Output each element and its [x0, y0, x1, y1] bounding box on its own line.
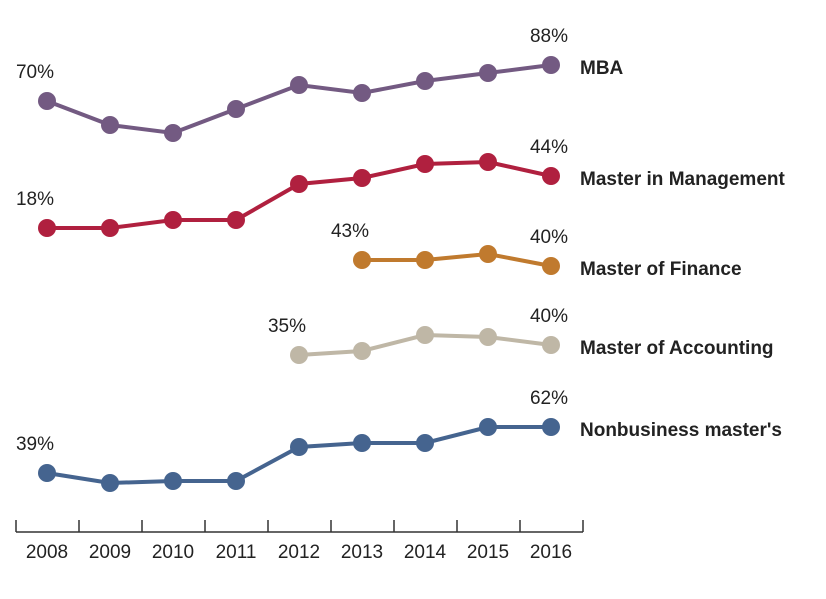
point — [542, 167, 560, 185]
point — [164, 472, 182, 490]
value-label: 39% — [16, 434, 54, 455]
point — [164, 211, 182, 229]
x-tick-label: 2013 — [341, 542, 383, 563]
value-label: 70% — [16, 62, 54, 83]
point — [416, 155, 434, 173]
point — [353, 169, 371, 187]
value-label: 40% — [530, 306, 568, 327]
point — [38, 92, 56, 110]
point — [479, 418, 497, 436]
value-label: 35% — [268, 316, 306, 337]
value-label: 40% — [530, 227, 568, 248]
x-tick-label: 2015 — [467, 542, 509, 563]
series-name: Master of Accounting — [580, 338, 774, 359]
point — [416, 72, 434, 90]
x-tick-label: 2008 — [26, 542, 68, 563]
point — [542, 418, 560, 436]
point — [416, 326, 434, 344]
point — [542, 56, 560, 74]
point — [542, 257, 560, 275]
point — [164, 124, 182, 142]
point — [38, 219, 56, 237]
point — [101, 474, 119, 492]
x-tick-label: 2010 — [152, 542, 194, 563]
point — [542, 336, 560, 354]
value-label: 62% — [530, 388, 568, 409]
x-tick-label: 2012 — [278, 542, 320, 563]
point — [353, 342, 371, 360]
point — [290, 346, 308, 364]
point — [479, 328, 497, 346]
value-label: 88% — [530, 26, 568, 47]
point — [290, 175, 308, 193]
series-name: MBA — [580, 58, 624, 79]
series-line — [46, 63, 552, 136]
point — [290, 76, 308, 94]
point — [227, 211, 245, 229]
x-tick-label: 2014 — [404, 542, 447, 563]
point — [353, 251, 371, 269]
point — [479, 64, 497, 82]
point — [101, 219, 119, 237]
point — [290, 438, 308, 456]
point — [416, 251, 434, 269]
point — [38, 464, 56, 482]
x-tick-label: 2009 — [89, 542, 131, 563]
series-name: Nonbusiness master's — [580, 420, 782, 441]
series-name: Master of Finance — [580, 259, 742, 280]
x-axis — [15, 520, 584, 533]
point — [353, 84, 371, 102]
point — [479, 245, 497, 263]
series-line — [362, 251, 552, 268]
value-label: 43% — [331, 221, 369, 242]
value-label: 18% — [16, 189, 54, 210]
series-line — [47, 159, 552, 230]
x-tick-label: 2011 — [216, 542, 257, 563]
point — [101, 116, 119, 134]
point — [416, 434, 434, 452]
point — [227, 100, 245, 118]
x-tick-label: 2016 — [530, 542, 572, 563]
point — [353, 434, 371, 452]
value-label: 44% — [530, 137, 568, 158]
series-name: Master in Management — [580, 169, 785, 190]
point — [227, 472, 245, 490]
point — [479, 153, 497, 171]
